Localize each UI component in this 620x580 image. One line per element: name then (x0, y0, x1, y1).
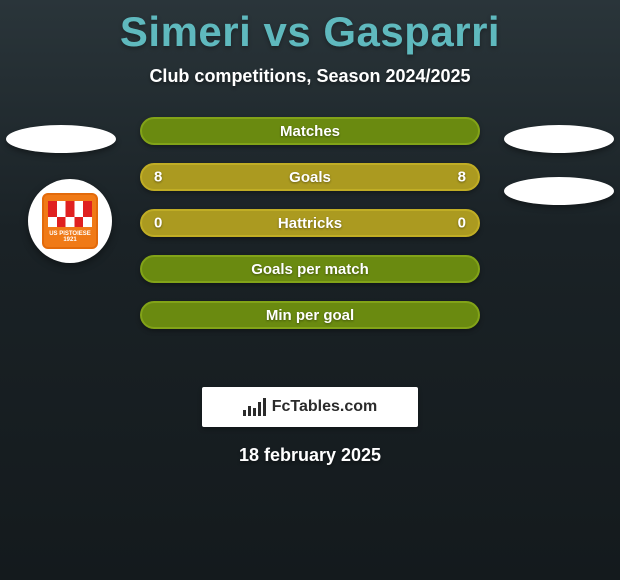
right-player-placeholder (504, 125, 614, 153)
stat-left-value: 8 (154, 169, 162, 186)
stat-left-value: 0 (154, 215, 162, 232)
bar-chart-icon (243, 398, 266, 416)
stat-label: Matches (280, 123, 340, 140)
stat-bars: Matches 8 Goals 8 0 Hattricks 0 Goals pe… (140, 117, 480, 347)
stat-row-matches: Matches (140, 117, 480, 145)
club-badge-label: US PISTOIESE 1921 (44, 231, 96, 243)
club-badge-checker-row-1 (48, 201, 92, 217)
stat-row-goals-per-match: Goals per match (140, 255, 480, 283)
branding-text: FcTables.com (272, 398, 378, 416)
right-player-placeholder-2 (504, 177, 614, 205)
stat-row-hattricks: 0 Hattricks 0 (140, 209, 480, 237)
club-badge-checker-row-2 (48, 217, 92, 227)
club-badge-inner: US PISTOIESE 1921 (42, 193, 98, 249)
stats-stage: US PISTOIESE 1921 Matches 8 Goals 8 0 Ha… (0, 117, 620, 377)
stat-right-value: 8 (458, 169, 466, 186)
page-title: Simeri vs Gasparri (0, 0, 620, 56)
date-label: 18 february 2025 (0, 445, 620, 466)
stat-label: Goals (289, 169, 331, 186)
page-subtitle: Club competitions, Season 2024/2025 (0, 66, 620, 87)
club-badge: US PISTOIESE 1921 (28, 179, 112, 263)
stat-label: Hattricks (278, 215, 342, 232)
stat-row-goals: 8 Goals 8 (140, 163, 480, 191)
stat-right-value: 0 (458, 215, 466, 232)
branding-badge: FcTables.com (202, 387, 418, 427)
stat-label: Goals per match (251, 261, 369, 278)
left-player-placeholder (6, 125, 116, 153)
stat-label: Min per goal (266, 307, 354, 324)
stat-row-min-per-goal: Min per goal (140, 301, 480, 329)
